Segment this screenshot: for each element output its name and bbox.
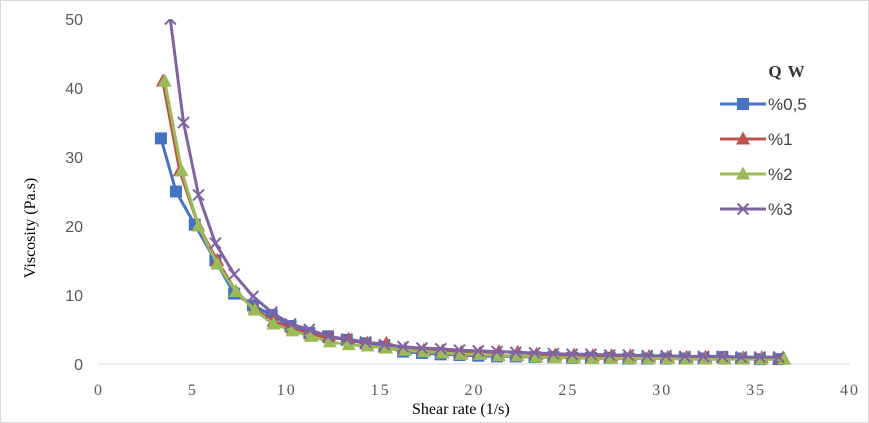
data-point xyxy=(753,350,767,364)
data-point xyxy=(716,350,729,363)
legend-item: %2 xyxy=(720,165,793,184)
y-tick-label: 20 xyxy=(65,219,83,236)
legend-label: %1 xyxy=(768,130,793,149)
legend-marker xyxy=(737,98,749,110)
data-point xyxy=(322,334,337,348)
data-point xyxy=(396,340,410,353)
y-tick-label: 40 xyxy=(65,81,83,98)
x-tick-label: 10 xyxy=(277,382,297,399)
data-point xyxy=(772,350,785,364)
data-point xyxy=(659,349,673,362)
data-point xyxy=(284,317,297,331)
legend-item: %1 xyxy=(720,130,793,149)
data-point xyxy=(321,330,335,343)
data-point xyxy=(678,350,691,363)
legend: Q W %0,5 %1 %2 %3 xyxy=(720,62,807,219)
y-tick-label: 0 xyxy=(74,357,83,374)
data-point xyxy=(622,348,635,362)
x-tick-label: 20 xyxy=(465,382,485,399)
data-point xyxy=(303,323,316,336)
x-tick-label: 25 xyxy=(558,382,578,399)
series-4 xyxy=(164,19,785,364)
data-point xyxy=(340,332,354,346)
data-point xyxy=(169,185,182,198)
legend-marker xyxy=(736,166,750,180)
x-axis-ticks: 0 5 10 15 20 25 30 35 40 xyxy=(94,382,860,399)
data-point xyxy=(359,335,372,349)
data-point xyxy=(227,268,241,281)
x-tick-label: 40 xyxy=(840,382,860,399)
data-point xyxy=(415,341,429,355)
data-point xyxy=(266,316,281,330)
data-point xyxy=(528,346,541,360)
data-point xyxy=(177,116,190,129)
data-point xyxy=(265,306,278,319)
data-point xyxy=(285,323,300,337)
legend-marker xyxy=(736,131,750,145)
data-point xyxy=(304,328,319,342)
legend-item: %0,5 xyxy=(720,95,807,114)
data-point xyxy=(472,344,485,358)
data-point xyxy=(697,350,710,363)
x-tick-label: 0 xyxy=(94,382,104,399)
legend-item: %3 xyxy=(720,200,793,219)
data-point xyxy=(490,345,504,358)
y-tick-label: 30 xyxy=(65,150,83,167)
data-point xyxy=(192,188,205,202)
data-point xyxy=(210,256,225,270)
data-point xyxy=(229,284,244,298)
data-point xyxy=(547,347,560,360)
series-line xyxy=(163,80,785,361)
data-point xyxy=(174,163,189,177)
data-point xyxy=(378,338,391,351)
legend-label: %3 xyxy=(768,200,793,219)
data-point xyxy=(209,237,222,250)
plot-series xyxy=(154,19,792,366)
data-point xyxy=(565,348,579,361)
data-point xyxy=(341,337,356,351)
data-point xyxy=(641,349,654,362)
x-tick-label: 15 xyxy=(371,382,391,399)
y-axis-label: Viscosity (Pa.s) xyxy=(22,178,39,278)
y-axis-ticks: 0 10 20 30 40 50 xyxy=(65,12,83,374)
x-axis-label: Shear rate (1/s) xyxy=(412,401,510,418)
legend-marker xyxy=(736,202,750,216)
data-point xyxy=(603,348,616,362)
legend-title: Q W xyxy=(768,62,805,81)
data-point xyxy=(453,343,466,357)
y-tick-label: 10 xyxy=(65,288,83,305)
y-tick-label: 50 xyxy=(65,12,83,29)
data-point xyxy=(777,351,792,365)
data-point xyxy=(734,350,748,364)
legend-label: %2 xyxy=(768,165,793,184)
data-point xyxy=(247,302,262,316)
data-point xyxy=(157,73,172,87)
data-point xyxy=(154,132,167,145)
x-tick-label: 30 xyxy=(652,382,672,399)
data-point xyxy=(509,346,523,359)
x-tick-label: 35 xyxy=(746,382,766,399)
data-point xyxy=(191,218,206,232)
data-point xyxy=(434,342,447,356)
data-point xyxy=(246,290,260,303)
legend-label: %0,5 xyxy=(768,95,807,114)
data-point xyxy=(164,19,177,26)
x-tick-label: 5 xyxy=(188,382,198,399)
data-point xyxy=(584,348,598,361)
